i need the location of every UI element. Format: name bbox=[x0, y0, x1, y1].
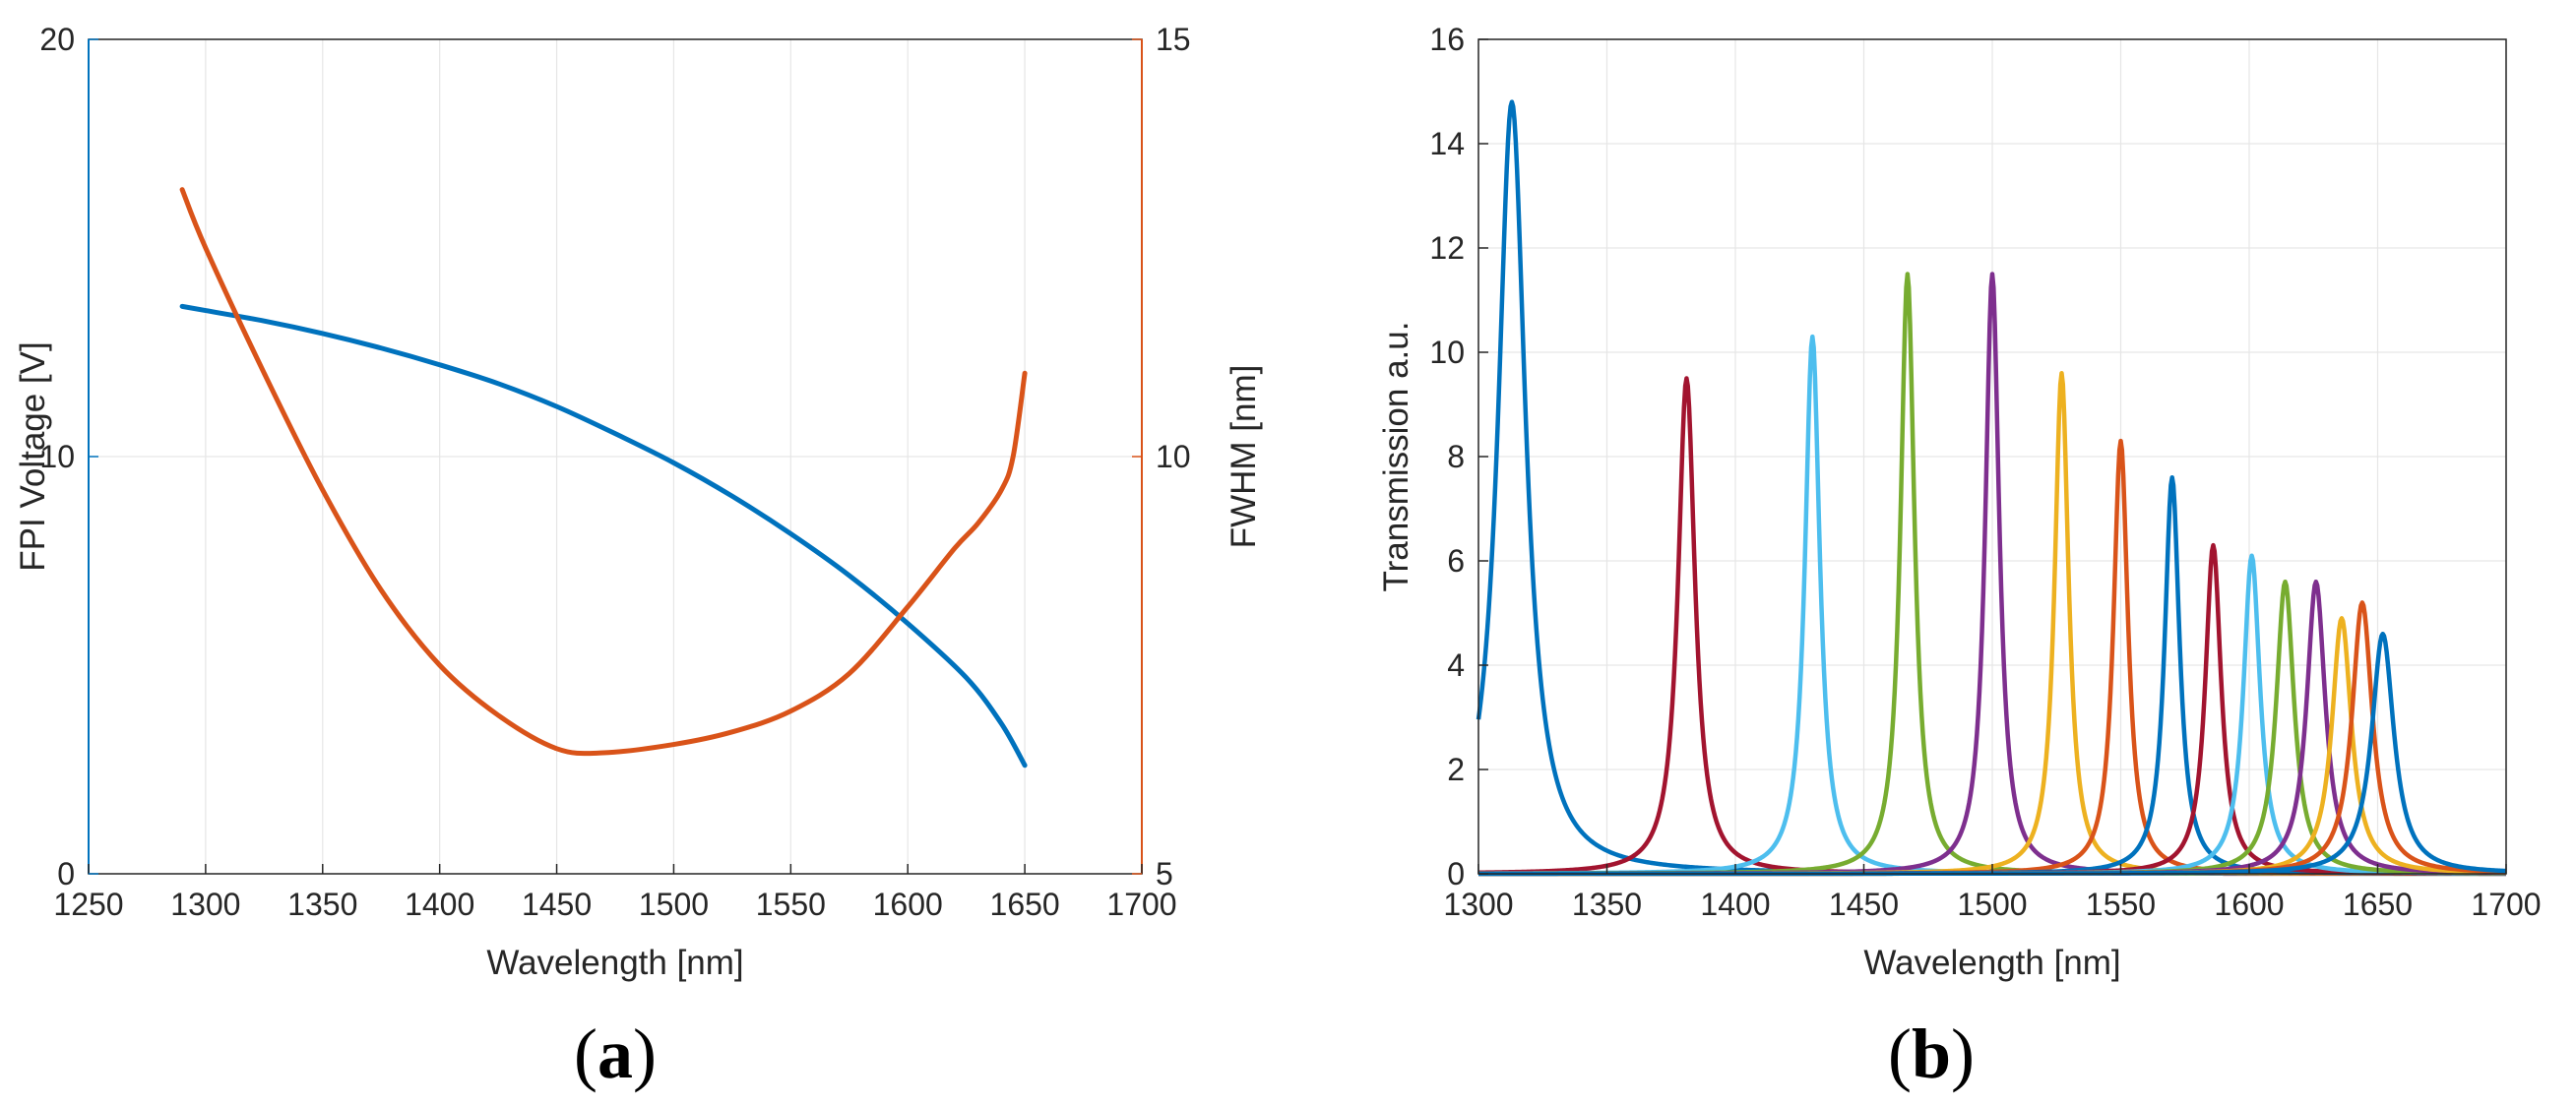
y-tick-label-b: 10 bbox=[1429, 335, 1465, 370]
panel-label-b-open: ( bbox=[1888, 1015, 1912, 1093]
series-line-a-fpi-voltage bbox=[179, 303, 1028, 769]
x-axis-title-b: Wavelength [nm] bbox=[1863, 944, 2120, 982]
x-tick-label-b: 1350 bbox=[1572, 887, 1642, 922]
panel-label-b-close: ) bbox=[1951, 1015, 1975, 1093]
panel-label-a-letter: a bbox=[597, 1015, 633, 1093]
panel-label-b-letter: b bbox=[1912, 1015, 1951, 1093]
x-tick-label-a: 1300 bbox=[170, 887, 240, 922]
y-tick-label-b: 8 bbox=[1447, 439, 1465, 474]
panel-label-b: (b) bbox=[1888, 1015, 1975, 1093]
panel-label-a-close: ) bbox=[633, 1015, 657, 1093]
x-tick-label-b: 1300 bbox=[1443, 887, 1513, 922]
x-tick-label-b: 1700 bbox=[2471, 887, 2541, 922]
y-tick-label-left-a: 20 bbox=[39, 22, 75, 57]
ticks-b: 1300 1350 1400 1450 1500 1550 1600 1650 1700 0 2 4 6… bbox=[1429, 22, 2541, 922]
panel-label-a: (a) bbox=[574, 1015, 657, 1093]
y-tick-label-b: 0 bbox=[1447, 856, 1465, 892]
x-tick-label-a: 1700 bbox=[1106, 887, 1176, 922]
x-tick-label-b: 1400 bbox=[1700, 887, 1770, 922]
y-tick-label-left-a: 0 bbox=[57, 856, 75, 892]
x-tick-label-a: 1250 bbox=[53, 887, 123, 922]
y-tick-label-right-a: 15 bbox=[1156, 22, 1191, 57]
chart-panel-b: 1300 1350 1400 1450 1500 1550 1600 1650 1700 0 2 4 6… bbox=[1377, 22, 2542, 1093]
x-tick-label-b: 1650 bbox=[2343, 887, 2413, 922]
x-tick-label-a: 1400 bbox=[405, 887, 474, 922]
ticks-a: 1250 1300 1350 1400 1450 1500 1550 1600 1650 1700… bbox=[39, 22, 1190, 922]
y-tick-label-right-a: 10 bbox=[1156, 439, 1191, 474]
x-tick-label-b: 1600 bbox=[2214, 887, 2284, 922]
y-tick-label-b: 4 bbox=[1447, 647, 1465, 683]
x-tick-label-b: 1500 bbox=[1957, 887, 2027, 922]
x-tick-label-a: 1450 bbox=[522, 887, 592, 922]
y-tick-label-right-a: 5 bbox=[1156, 856, 1173, 892]
lines-a bbox=[179, 187, 1028, 769]
y-axis-title-left-a: FPI Voltage [V] bbox=[14, 341, 52, 571]
y-tick-label-b: 6 bbox=[1447, 543, 1465, 579]
panel-label-a-open: ( bbox=[574, 1015, 597, 1093]
x-tick-label-a: 1500 bbox=[639, 887, 709, 922]
x-tick-label-b: 1450 bbox=[1829, 887, 1899, 922]
x-tick-label-a: 1350 bbox=[287, 887, 357, 922]
x-axis-title-a: Wavelength [nm] bbox=[486, 944, 743, 982]
chart-panel-a: 1250 1300 1350 1400 1450 1500 1550 1600 1650 1700… bbox=[14, 22, 1263, 1093]
x-tick-label-a: 1650 bbox=[990, 887, 1060, 922]
y-tick-label-b: 2 bbox=[1447, 752, 1465, 787]
x-tick-label-b: 1550 bbox=[2086, 887, 2156, 922]
x-tick-label-a: 1600 bbox=[873, 887, 943, 922]
y-tick-label-b: 12 bbox=[1429, 230, 1465, 266]
y-tick-label-b: 14 bbox=[1429, 126, 1465, 161]
grid-a bbox=[88, 38, 1143, 875]
series-line-a-fwhm bbox=[179, 187, 1028, 757]
y-axis-title-b: Transmission a.u. bbox=[1377, 322, 1415, 592]
y-tick-label-left-a: 10 bbox=[39, 439, 75, 474]
y-tick-label-b: 16 bbox=[1429, 22, 1465, 57]
y-axis-title-right-a: FWHM [nm] bbox=[1225, 365, 1263, 549]
x-tick-label-a: 1550 bbox=[756, 887, 826, 922]
